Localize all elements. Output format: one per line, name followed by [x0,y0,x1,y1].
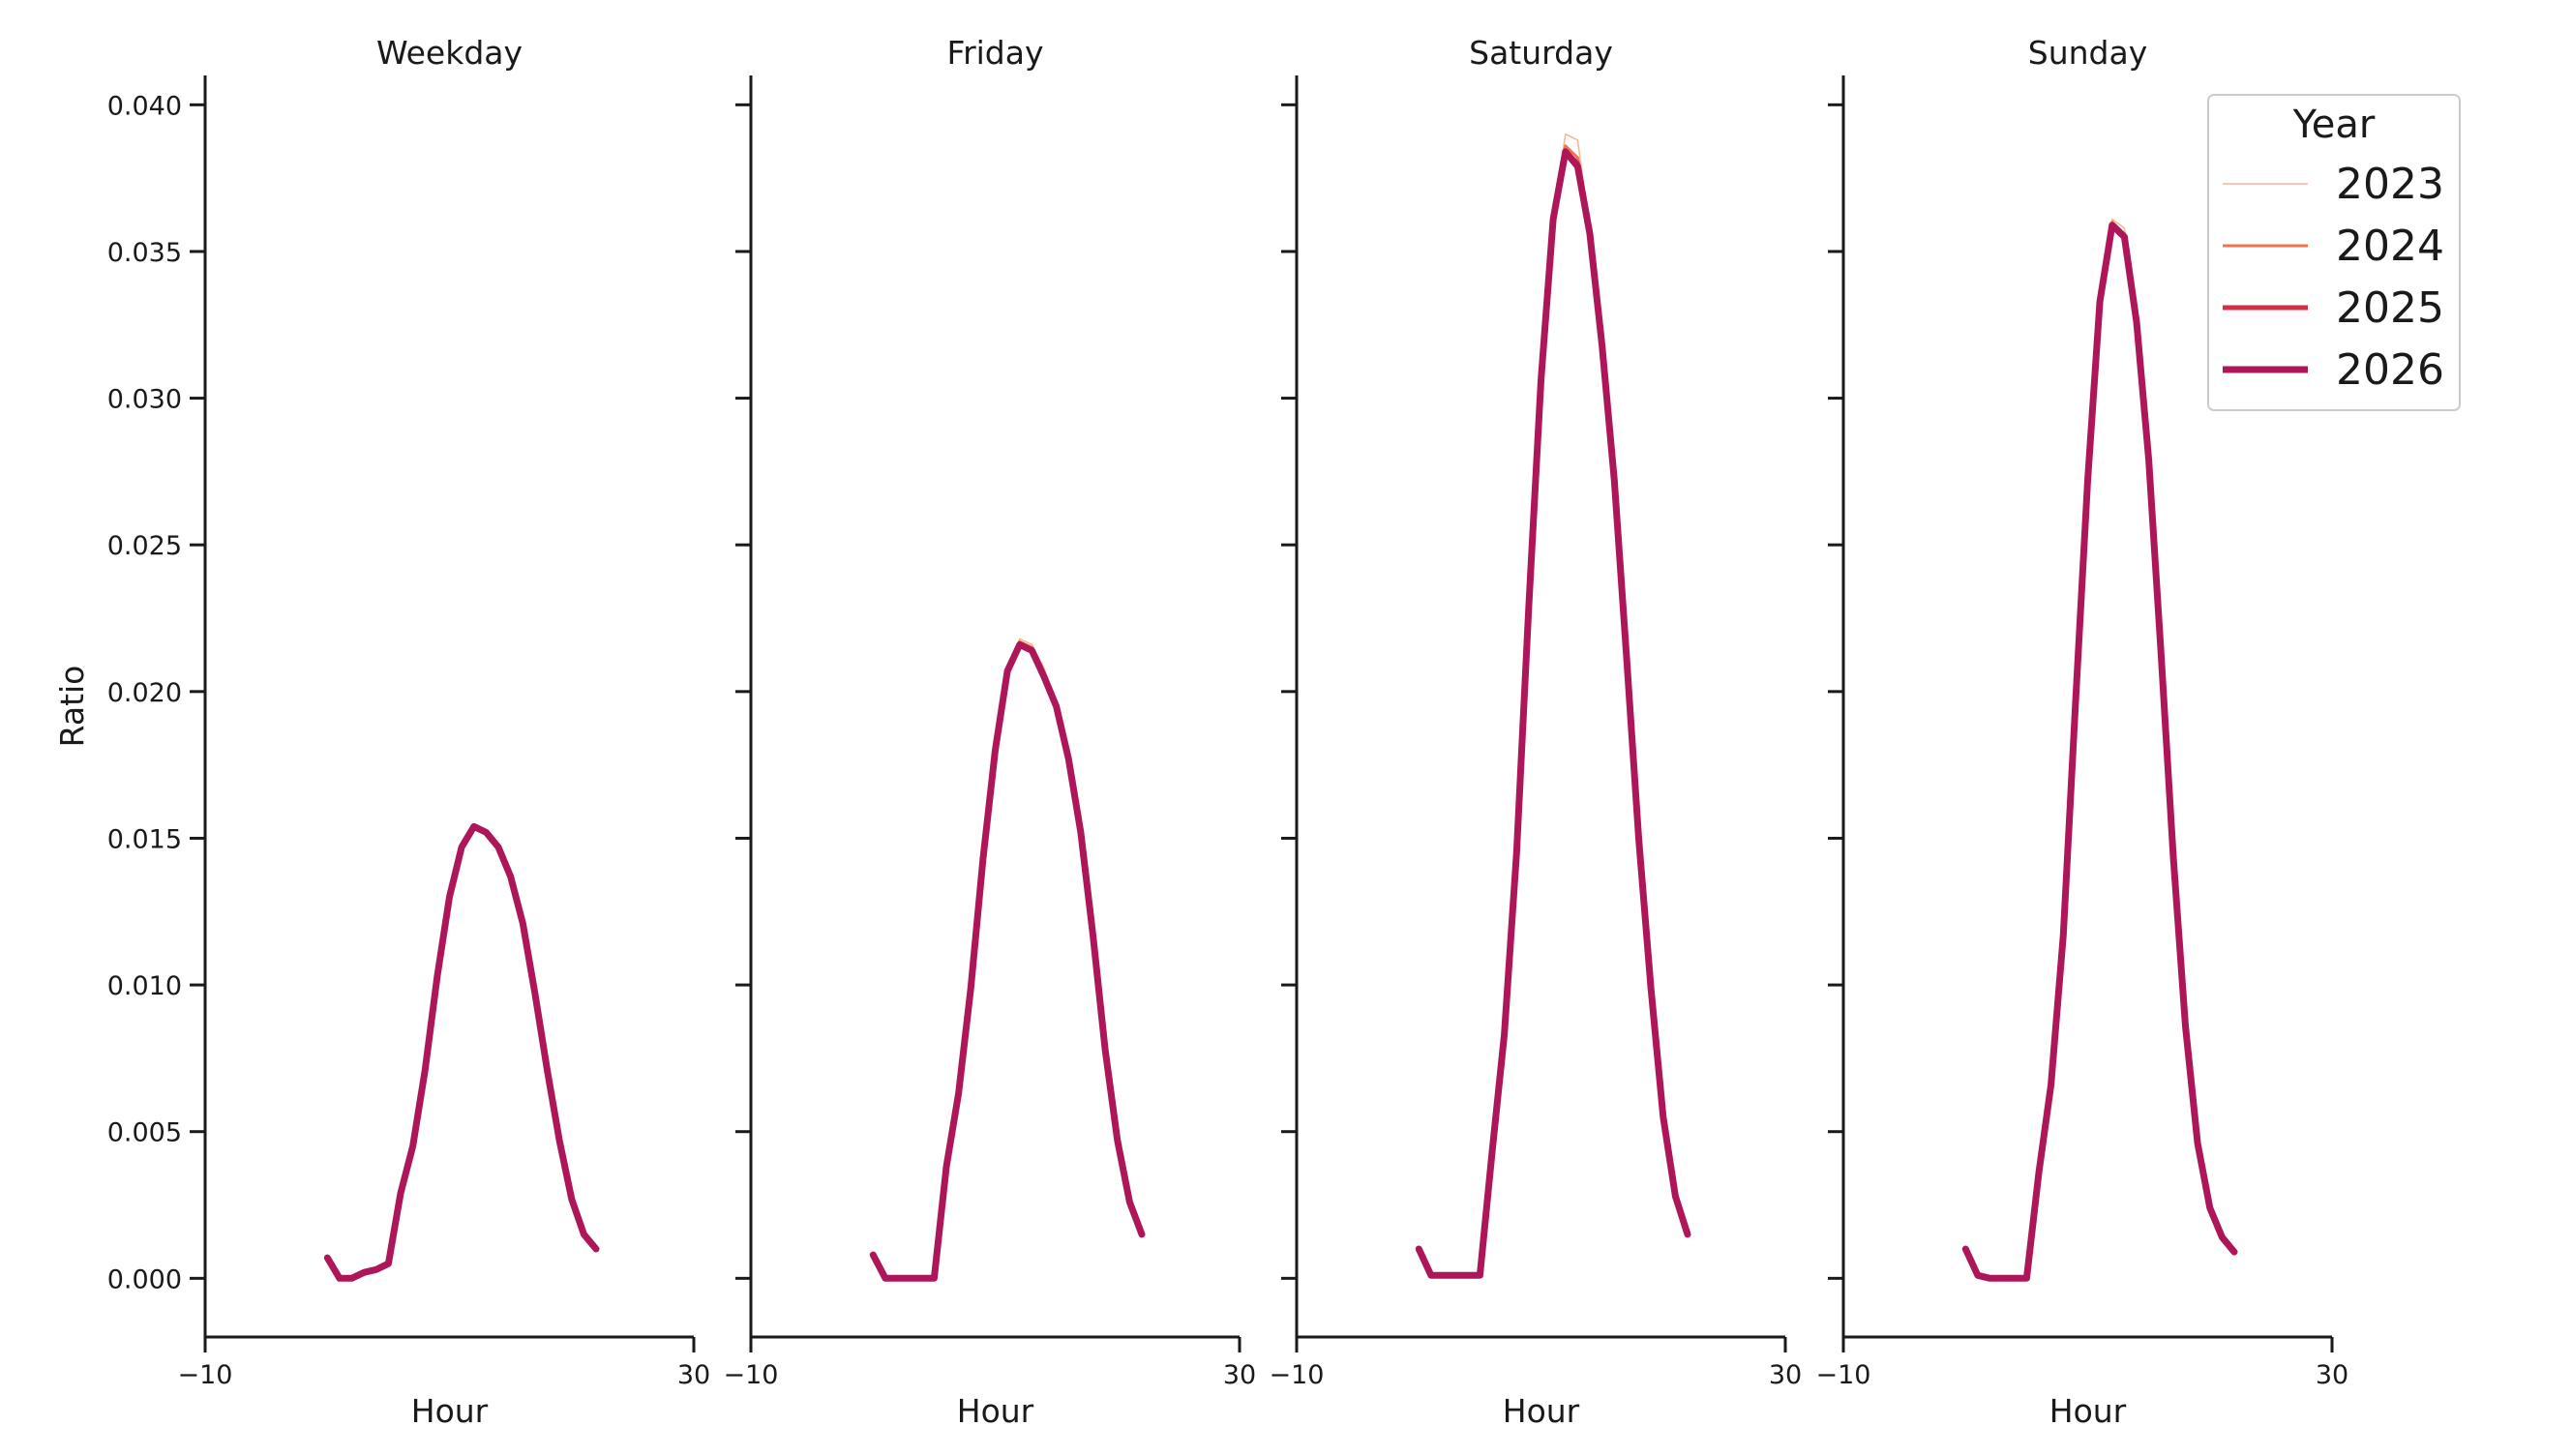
legend-label: 2026 [2336,345,2444,395]
panel-sunday: Sunday −10 30 Hour [1816,34,2349,1430]
y-tick-label: 0.005 [107,1118,182,1148]
y-tick-label: 0.040 [107,91,182,121]
series-line-2026 [323,822,600,1282]
legend-entry-2025: 2025 [2223,283,2444,333]
series-line-2026 [1415,148,1691,1279]
legend-label: 2024 [2336,222,2444,271]
series-line-2025 [324,823,599,1281]
y-tick-label: 0.010 [107,971,182,1001]
y-tick-label: 0.030 [107,385,182,415]
panel-title: Friday [946,34,1043,72]
legend-label: 2025 [2336,283,2444,333]
panel-title: Weekday [376,34,523,72]
x-axis-label: Hour [411,1392,489,1430]
series-line-2024 [871,639,1144,1280]
legend-label: 2023 [2336,160,2444,209]
panel-title: Saturday [1469,34,1613,72]
series-line-2026 [869,640,1146,1282]
y-tick-label: 0.015 [107,824,182,854]
series-line-2026 [1961,222,2238,1282]
series-line-2024 [325,824,598,1280]
series-line-2025 [870,641,1145,1281]
legend-title: Year [2292,103,2376,147]
legend-entry-2023: 2023 [2223,160,2444,209]
panel-weekday: Weekday 0.000 0.005 0.010 0.015 0.020 0.025 0.0… [107,34,710,1430]
y-axis-label: Ratio [53,666,91,748]
series-line-2024 [1417,144,1690,1277]
x-tick-label: 30 [1769,1360,1802,1390]
legend-frame [2207,94,2461,411]
x-axis-label: Hour [2049,1392,2127,1430]
y-tick-label: 0.025 [107,531,182,561]
panel-friday: Friday −10 30 Hour [724,34,1257,1430]
x-tick-label: 30 [1223,1360,1256,1390]
panel-saturday: Saturday −10 30 Hour [1270,34,1803,1430]
y-tick-label: 0.035 [107,238,182,268]
series-line-2023 [872,638,1143,1280]
legend-entry-2026: 2026 [2223,345,2444,395]
legend-entry-2024: 2024 [2223,222,2444,271]
series-line-2023 [326,825,597,1280]
series-line-2023 [1418,133,1689,1277]
x-axis-label: Hour [1503,1392,1580,1430]
panels-layer: Weekday 0.000 0.005 0.010 0.015 0.020 0.025 0.0… [53,34,2348,1430]
x-tick-label: 30 [2316,1360,2348,1390]
x-tick-label: −10 [724,1360,779,1390]
y-tick-label: 0.000 [107,1264,182,1294]
y-tick-label: 0.020 [107,678,182,708]
series-line-2025 [1416,149,1690,1278]
x-axis-label: Hour [957,1392,1034,1430]
x-tick-label: 30 [677,1360,710,1390]
x-tick-label: −10 [1816,1360,1871,1390]
panel-title: Sunday [2028,34,2147,72]
legend: Year 2023 2024 2025 2026 [2207,94,2461,411]
x-tick-label: −10 [1270,1360,1325,1390]
x-tick-label: −10 [178,1360,233,1390]
legend-entries: 2023 2024 2025 2026 [2223,160,2444,395]
